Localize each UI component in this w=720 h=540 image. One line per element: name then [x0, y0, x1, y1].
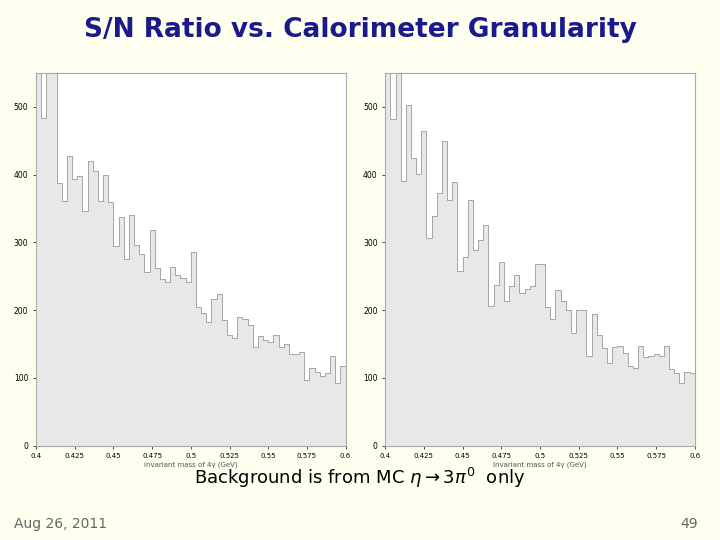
- Text: $\eta$: $\eta$: [606, 280, 629, 313]
- X-axis label: invariant mass of 4γ (GeV): invariant mass of 4γ (GeV): [144, 462, 238, 468]
- Text: Aug 26, 2011: Aug 26, 2011: [14, 517, 107, 531]
- Text: min: min: [219, 172, 236, 181]
- Text: S/N=0.024: S/N=0.024: [518, 209, 624, 227]
- Text: S/N Ratio vs. Calorimeter Granularity: S/N Ratio vs. Calorimeter Granularity: [84, 17, 636, 43]
- Text: S/N=1.4: S/N=1.4: [181, 209, 263, 227]
- Text: =8cm: =8cm: [585, 163, 629, 177]
- Text: PWO: PWO: [207, 114, 248, 129]
- Text: d: d: [559, 163, 569, 177]
- X-axis label: invariant mass of 4γ (GeV): invariant mass of 4γ (GeV): [493, 462, 587, 468]
- Text: Background is from MC $\eta \rightarrow 3\pi^0$  only: Background is from MC $\eta \rightarrow …: [194, 466, 526, 490]
- Text: d: d: [210, 163, 220, 177]
- Text: $\eta$: $\eta$: [256, 280, 280, 313]
- Text: min: min: [568, 172, 585, 181]
- Text: Pb Glass: Pb Glass: [541, 114, 613, 129]
- Text: =4cm: =4cm: [235, 163, 279, 177]
- Text: 49: 49: [681, 517, 698, 531]
